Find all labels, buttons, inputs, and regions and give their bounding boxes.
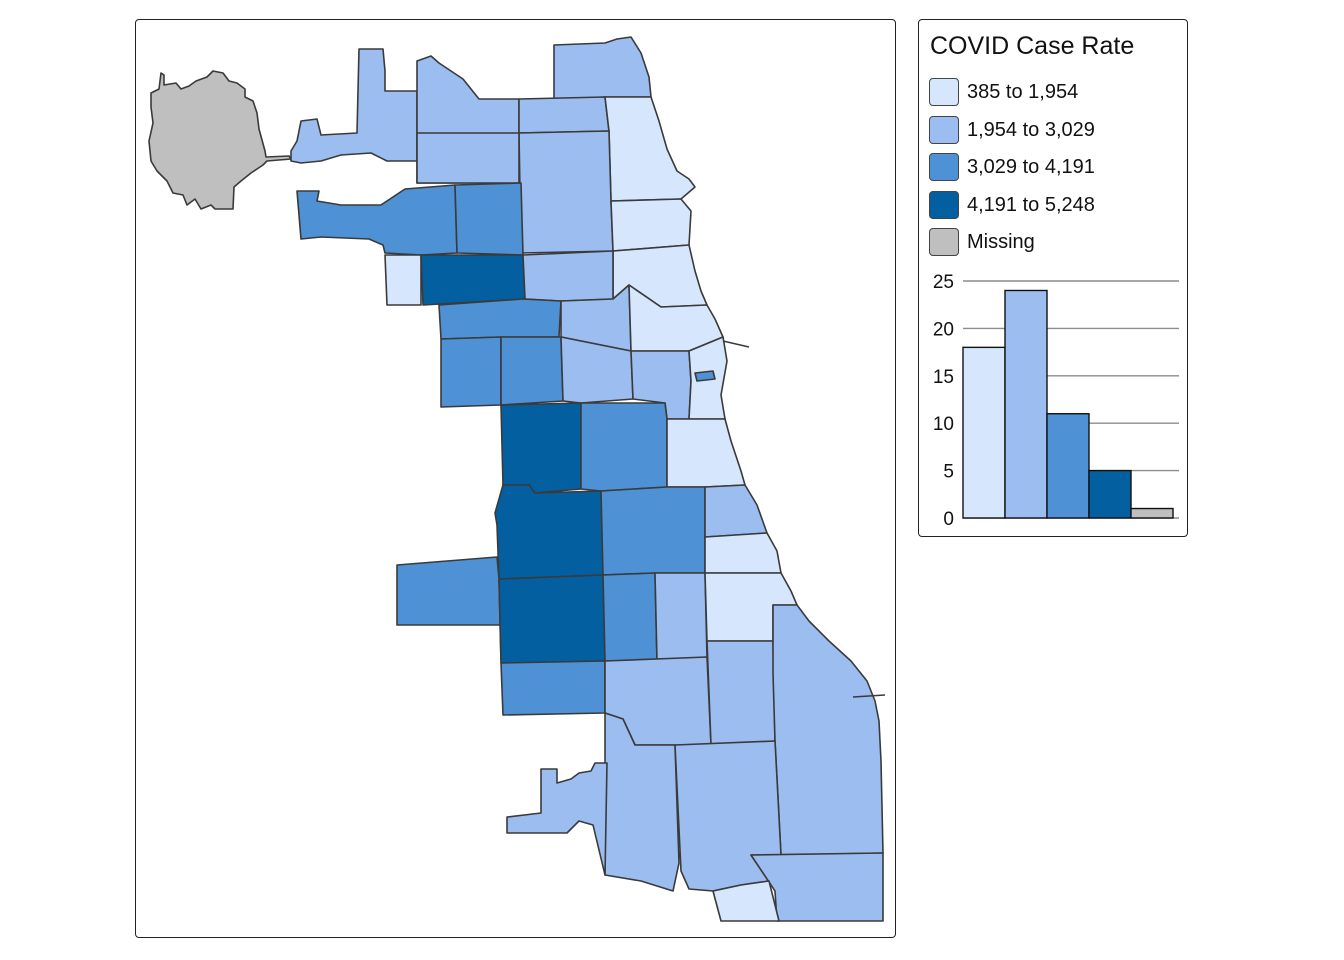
hist-bar-1 [962,346,1006,519]
legend-item-3: 3,029 to 4,191 [929,151,1095,183]
region-dunning[interactable] [296,184,458,256]
legend-item-4: 4,191 to 5,248 [929,189,1095,221]
legend-item-1: 385 to 1,954 [929,76,1078,108]
legend-panel: COVID Case Rate 385 to 1,954 1,954 to 3,… [918,19,1188,537]
region-albany-park[interactable] [518,130,614,254]
region-south-shore[interactable] [772,604,884,856]
region-near-south[interactable] [666,418,746,488]
region-douglas[interactable] [704,484,768,538]
legend-swatch-5 [929,228,959,256]
region-north-park[interactable] [518,96,610,134]
pier-line-north [722,340,750,348]
region-oakland[interactable] [704,532,782,574]
hist-bar-2 [1004,289,1048,519]
legend-label-3: 3,029 to 4,191 [967,155,1095,178]
hist-bar-3 [1046,413,1090,519]
region-garfield-ridge[interactable] [396,556,502,662]
region-bridgeport[interactable] [600,486,706,576]
legend-swatch-2 [929,116,959,144]
chicago-choropleth-map [148,36,886,922]
hist-tick-label: 5 [943,462,954,483]
map-frame [135,19,896,938]
region-belmont-cragin[interactable] [420,254,526,306]
hist-tick-label: 0 [943,509,954,530]
region-gage-park[interactable] [498,574,606,664]
region-greater-grand[interactable] [706,640,776,746]
legend-title: COVID Case Rate [930,32,1135,60]
region-avondale[interactable] [522,250,614,302]
region-humboldt-park[interactable] [500,336,564,406]
region-navy-pier[interactable] [694,370,716,382]
region-jefferson-park[interactable] [416,132,520,184]
legend-histogram: 0 5 10 15 20 25 [933,272,1179,530]
legend-item-2: 1,954 to 3,029 [929,114,1095,146]
region-riverdale[interactable] [712,880,780,922]
legend-swatch-3 [929,153,959,181]
region-west-town[interactable] [560,336,634,404]
legend-label-4: 4,191 to 5,248 [967,193,1095,216]
legend-swatch-1 [929,78,959,106]
region-new-city[interactable] [602,572,658,662]
region-west-lawn[interactable] [500,660,606,716]
legend-label-2: 1,954 to 3,029 [967,118,1095,141]
legend-label-1: 385 to 1,954 [967,80,1079,103]
region-ashburn[interactable] [604,712,680,892]
region-rogers-park[interactable] [553,36,652,100]
region-austin[interactable] [440,336,502,408]
region-montclare[interactable] [384,254,422,306]
legend-label-5: Missing [967,230,1035,253]
region-edgewater[interactable] [604,96,696,202]
region-portage-park[interactable] [454,182,524,256]
region-garfield-park[interactable] [500,402,582,494]
region-fuller-park[interactable] [654,572,708,662]
region-near-west[interactable] [580,402,668,492]
hist-bar-4 [1088,469,1132,519]
pier-line [852,694,886,698]
region-uptown[interactable] [610,198,692,252]
region-edison-park[interactable] [290,48,418,164]
hist-bar-5 [1130,507,1174,519]
hist-tick-label: 10 [933,414,954,435]
legend-swatch-4 [929,191,959,219]
region-north-lawndale[interactable] [494,484,604,580]
region-clearing-south[interactable] [506,762,608,876]
hist-tick-label: 20 [933,319,954,340]
legend-item-5: Missing [929,226,1035,258]
hist-tick-label: 25 [933,272,954,293]
region-pullman[interactable] [750,852,884,922]
region-austin-north[interactable] [438,298,562,340]
hist-tick-label: 15 [933,367,954,388]
region-ohare[interactable] [148,70,292,210]
